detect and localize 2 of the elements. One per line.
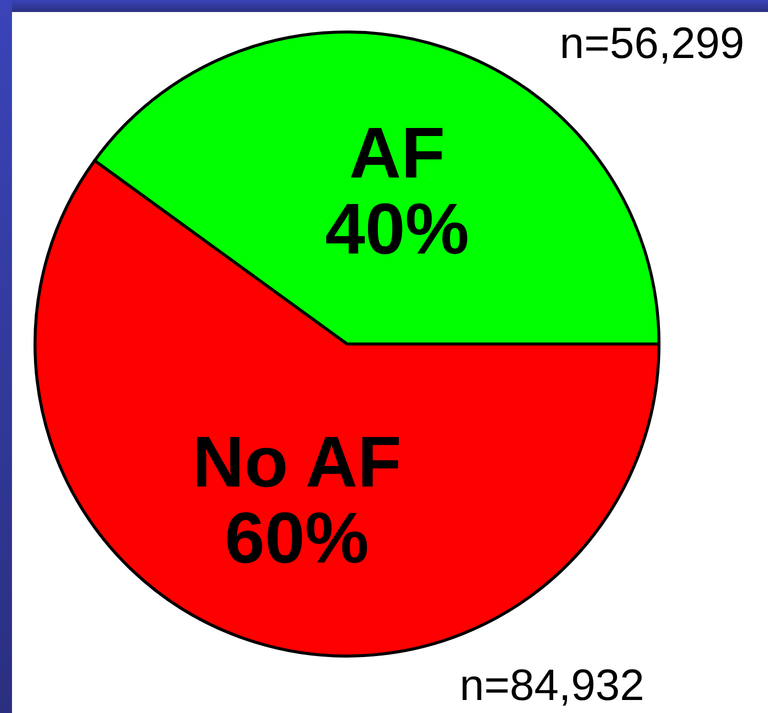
- text: n=56,299: [560, 19, 744, 68]
- text: n=84,932: [460, 661, 644, 710]
